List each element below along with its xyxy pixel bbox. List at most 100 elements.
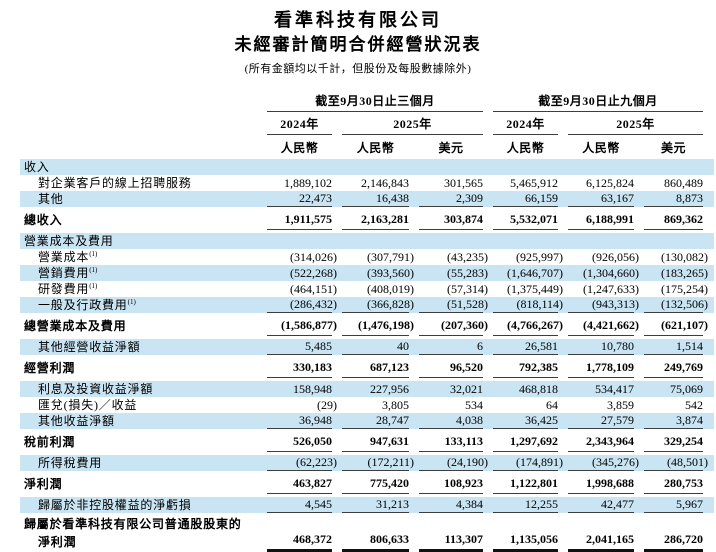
cell-value: 330,183: [267, 358, 332, 378]
row-label-text: 對企業客戶的線上招聘服務: [38, 176, 192, 190]
value-text: (818,114): [516, 297, 563, 311]
value-text: (1,304,660): [583, 266, 639, 280]
value-text: 133,113: [444, 434, 483, 448]
period-group-three-months: 截至9月30日止三個月: [267, 92, 483, 112]
value-text: 468,372: [293, 532, 332, 546]
year-header-2025-q: 2025年: [342, 115, 483, 135]
row-label-text: 稅前利潤: [24, 435, 76, 449]
currency-header-usd: 美元: [438, 141, 464, 155]
value-text: (4,421,662): [583, 318, 639, 332]
cell-value: 280,753: [644, 474, 703, 494]
value-text: (1,375,449): [507, 282, 563, 296]
cell-value: 1,889,102: [267, 175, 332, 191]
value-text: 6,188,991: [586, 212, 634, 226]
cell-value: 468,818: [493, 381, 558, 397]
cell-value: (1,476,198): [342, 316, 414, 336]
value-text: 64: [546, 398, 558, 412]
table-row: 營銷費用(1) (522,268) (393,560) (55,283) (1,646,…: [20, 265, 714, 281]
cell-value: 1,514: [644, 339, 703, 355]
table-row: 研發費用(1) (464,151) (408,019) (57,314) (1,375,…: [20, 281, 714, 297]
period-group-header-row: 截至9月30日止三個月 截至9月30日止九個月: [20, 92, 714, 112]
value-text: 249,769: [664, 360, 703, 374]
cell-value: (1,586,877): [267, 316, 337, 336]
row-label-text: 所得稅費用: [38, 456, 103, 470]
value-text: 3,859: [607, 398, 634, 412]
cell-value: 5,967: [644, 497, 703, 513]
cell-value: 3,859: [568, 397, 634, 413]
row-label: 其他收益淨額: [20, 413, 267, 429]
cell-value: 2,163,281: [342, 210, 409, 230]
value-text: 1,889,102: [284, 176, 332, 190]
value-text: 36,948: [299, 413, 332, 427]
cell-value: 108,923: [419, 474, 483, 494]
statement-title: 未經審計簡明合併經營狀況表: [234, 35, 482, 54]
table-row: 其他 22,473 16,438 2,309 66,159 63,167 8,873: [20, 191, 714, 207]
row-label-text: 營銷費用: [38, 266, 90, 280]
row-label: 所得稅費用: [20, 455, 267, 471]
value-text: 542: [685, 398, 703, 412]
value-text: 6: [477, 339, 483, 353]
cell-value: (175,254): [644, 281, 708, 297]
row-label-text: 利息及投資收益淨額: [38, 382, 154, 396]
value-text: 286,720: [664, 532, 703, 546]
value-text: 1,911,575: [284, 212, 332, 226]
value-text: (307,791): [367, 250, 414, 264]
value-text: (943,313): [592, 297, 639, 311]
cell-value: 63,167: [568, 191, 634, 207]
cell-value: (1,375,449): [493, 281, 563, 297]
table-row: 經營利潤 330,183 687,123 96,520 792,385 1,778,109…: [20, 358, 714, 378]
row-label: 營業成本(1): [20, 249, 267, 265]
row-label-text: 總營業成本及費用: [24, 319, 127, 333]
value-text: 158,948: [293, 382, 332, 396]
row-label-text: 其他經營收益淨額: [38, 340, 141, 354]
cell-value: (172,211): [342, 455, 414, 471]
value-text: (62,223): [296, 455, 337, 469]
table-row: 淨利潤 463,827 775,420 108,923 1,122,801 1,998,6…: [20, 474, 714, 494]
footnote-marker: (1): [89, 282, 98, 290]
row-label: 營銷費用(1): [20, 265, 267, 281]
value-text: 31,213: [376, 497, 409, 511]
cell-value: 303,874: [419, 210, 483, 230]
cell-value: (366,828): [342, 297, 414, 313]
row-label: 研發費用(1): [20, 281, 267, 297]
value-text: (314,026): [290, 250, 337, 264]
cell-value: (926,056): [568, 249, 639, 265]
row-label: 歸屬於看準科技有限公司普通股股東的: [20, 516, 267, 532]
cell-value: (207,360): [419, 316, 488, 336]
value-text: 775,420: [370, 476, 409, 490]
value-text: (286,432): [290, 297, 337, 311]
value-text: 1,135,056: [510, 532, 558, 546]
units-note: (所有金額均以千計，但股份及每股數據除外): [244, 63, 472, 75]
cell-value: 10,780: [568, 339, 634, 355]
row-label: 其他: [20, 191, 267, 207]
cell-value: 463,827: [267, 474, 332, 494]
currency-header-rmb: 人民幣: [356, 141, 395, 155]
row-label: 營業成本及費用: [20, 233, 267, 249]
value-text: 526,050: [293, 434, 332, 448]
cell-value: (55,283): [419, 265, 488, 281]
value-text: 4,545: [305, 497, 332, 511]
row-label-text: 歸屬於看準科技有限公司普通股股東的: [24, 517, 242, 531]
value-text: (172,211): [367, 455, 414, 469]
cell-value: 1,911,575: [267, 210, 332, 230]
cell-value: 8,873: [644, 191, 703, 207]
row-label: 匯兌(損失)／收益: [20, 397, 267, 413]
cell-value: 792,385: [493, 358, 558, 378]
cell-value: 75,069: [644, 381, 703, 397]
cell-value: 6,125,824: [568, 175, 634, 191]
table-row: 總營業成本及費用 (1,586,877) (1,476,198) (207,360) (…: [20, 316, 714, 336]
year-header-row: 2024年 2025年 2024年 2025年: [20, 115, 714, 135]
table-row: 匯兌(損失)／收益 (29) 3,805 534 64 3,859 542: [20, 397, 714, 413]
cell-value: 26,581: [493, 339, 558, 355]
value-text: 1,778,109: [586, 360, 634, 374]
cell-value: (24,190): [419, 455, 488, 471]
cell-value: 31,213: [342, 497, 409, 513]
value-text: 108,923: [444, 476, 483, 490]
cell-value: 28,747: [342, 413, 409, 429]
table-row: 所得稅費用 (62,223) (172,211) (24,190) (174,891) (…: [20, 455, 714, 471]
value-text: (926,056): [592, 250, 639, 264]
value-text: 2,041,165: [586, 532, 634, 546]
currency-header-usd: 美元: [660, 141, 686, 155]
cell-value: 947,631: [342, 432, 409, 452]
cell-value: 36,425: [493, 413, 558, 429]
